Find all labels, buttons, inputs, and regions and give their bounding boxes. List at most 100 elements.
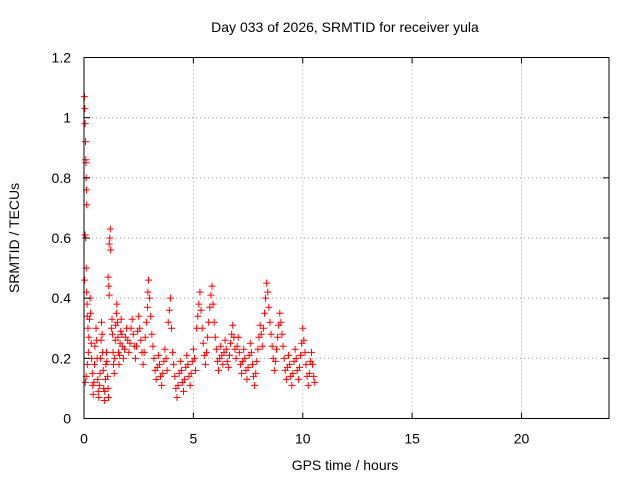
data-point — [215, 366, 223, 374]
data-point — [295, 363, 303, 371]
data-point — [83, 360, 91, 368]
data-point — [165, 306, 173, 314]
data-point — [210, 318, 218, 326]
data-point — [103, 348, 111, 356]
data-point — [234, 333, 242, 341]
data-point — [117, 315, 125, 323]
data-point — [212, 345, 220, 353]
data-point — [173, 393, 181, 401]
axis-ticks — [83, 57, 609, 419]
data-point — [92, 324, 100, 332]
data-point — [135, 312, 143, 320]
data-point — [251, 381, 259, 389]
data-point — [127, 324, 135, 332]
data-point — [144, 288, 152, 296]
data-point — [95, 381, 103, 389]
data-point — [196, 288, 204, 296]
data-point — [248, 360, 256, 368]
data-point — [263, 279, 271, 287]
data-point — [225, 351, 233, 359]
data-point — [204, 333, 212, 341]
data-point — [194, 312, 202, 320]
data-point — [85, 333, 93, 341]
data-point — [289, 369, 297, 377]
data-point — [259, 324, 267, 332]
data-point — [81, 378, 89, 386]
x-tick-label: 15 — [404, 431, 420, 447]
data-point — [294, 375, 302, 383]
data-point — [273, 345, 280, 353]
data-point — [203, 348, 210, 356]
data-point — [246, 339, 254, 347]
data-point — [91, 342, 99, 350]
data-point — [94, 387, 102, 395]
data-point — [81, 105, 89, 113]
data-point — [282, 375, 290, 383]
data-point — [235, 348, 243, 356]
data-point — [105, 282, 113, 290]
data-point — [118, 330, 126, 338]
data-point — [99, 366, 107, 374]
data-point — [279, 342, 287, 350]
data-point — [192, 366, 200, 374]
data-point — [104, 372, 112, 380]
data-point — [254, 345, 262, 353]
data-point — [309, 360, 317, 368]
data-point — [221, 336, 229, 344]
data-point — [227, 339, 235, 347]
data-point — [113, 300, 121, 308]
data-point — [198, 324, 206, 332]
data-point — [142, 318, 150, 326]
data-point — [115, 360, 123, 368]
data-point — [81, 120, 89, 128]
data-point — [139, 360, 147, 368]
data-point — [136, 324, 144, 332]
data-point — [285, 351, 293, 359]
y-tick-labels: 0 0.2 0.4 0.6 0.8 1 1.2 — [52, 50, 72, 427]
data-point — [170, 360, 178, 368]
data-point — [176, 357, 184, 365]
data-point — [108, 315, 116, 323]
data-point — [90, 378, 98, 386]
data-point — [243, 375, 251, 383]
data-point — [89, 381, 97, 389]
data-point — [209, 300, 217, 308]
data-point — [94, 375, 102, 383]
data-point — [302, 360, 310, 368]
y-tick-label: 1.2 — [52, 50, 72, 66]
data-point — [141, 333, 149, 341]
data-point — [101, 387, 109, 395]
data-point — [171, 372, 179, 380]
data-point — [112, 309, 120, 317]
data-point — [207, 291, 215, 299]
x-axis-label: GPS time / hours — [292, 457, 399, 473]
data-point — [100, 396, 108, 404]
data-point — [177, 366, 185, 374]
data-point — [95, 393, 103, 401]
data-point — [116, 351, 124, 359]
data-point — [257, 330, 265, 338]
x-tick-label: 10 — [295, 431, 311, 447]
data-point — [201, 360, 209, 368]
data-point — [265, 303, 273, 311]
data-point — [244, 363, 252, 371]
data-point — [103, 357, 111, 365]
data-point — [125, 348, 133, 356]
data-point — [183, 351, 191, 359]
data-point — [270, 366, 278, 374]
data-point — [96, 369, 104, 377]
data-point — [311, 378, 319, 386]
data-point — [238, 369, 245, 377]
data-point — [292, 354, 300, 362]
data-point — [252, 369, 260, 377]
data-point — [107, 246, 115, 254]
data-point — [247, 348, 255, 356]
data-point — [137, 336, 145, 344]
data-point — [211, 333, 219, 341]
data-point — [288, 381, 296, 389]
data-point — [129, 330, 137, 338]
data-point — [300, 336, 308, 344]
data-point — [308, 348, 315, 356]
data-point — [260, 309, 268, 317]
data-point — [131, 354, 139, 362]
